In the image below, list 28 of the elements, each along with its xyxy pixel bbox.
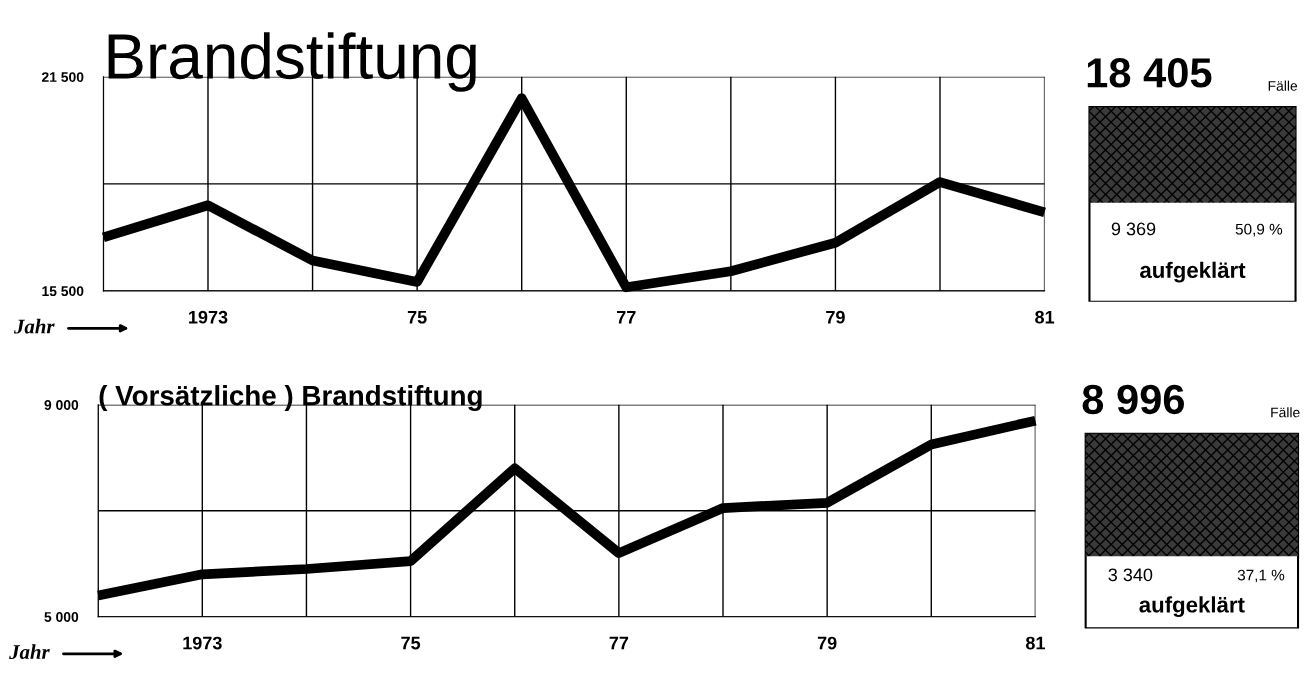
- y-tick-label: 9 000: [44, 400, 79, 410]
- x-tick-label: 1973: [183, 636, 222, 650]
- x-tick-label: 1973: [189, 310, 228, 324]
- text: aufgeklärt: [1139, 596, 1245, 618]
- y-tick-label: 15 500: [42, 286, 84, 297]
- data-label: 37,1 %: [1237, 569, 1285, 583]
- chart-title: ( Vorsätzliche ) Brandstiftung: [99, 385, 482, 412]
- text: Fälle: [1271, 407, 1300, 418]
- text: 9 369: [1111, 222, 1156, 236]
- x-tick-label: 79: [826, 310, 845, 324]
- x-axis-title: Jahr: [9, 644, 50, 660]
- y-tick-label: 21 500: [41, 72, 84, 82]
- text: aufgeklärt: [1140, 261, 1246, 283]
- chart-title: Brandstiftung: [108, 32, 476, 92]
- text: Fälle: [1268, 80, 1298, 91]
- x-tick-label: 79: [817, 636, 837, 650]
- x-axis-title: Jahr: [13, 318, 55, 334]
- data-label: 50,9 %: [1235, 223, 1283, 237]
- x-tick-label: 81: [1035, 310, 1055, 324]
- x-tick-label: 75: [401, 636, 421, 650]
- x-tick-label: 75: [407, 310, 427, 324]
- y-tick-label: 5 000: [44, 612, 79, 622]
- text: 3 340: [1108, 568, 1153, 582]
- text: 18 405: [1087, 58, 1212, 88]
- x-tick-label: 81: [1025, 636, 1045, 650]
- x-tick-label: 77: [617, 310, 636, 324]
- text: 8 996: [1082, 384, 1184, 415]
- x-tick-label: 77: [609, 636, 629, 650]
